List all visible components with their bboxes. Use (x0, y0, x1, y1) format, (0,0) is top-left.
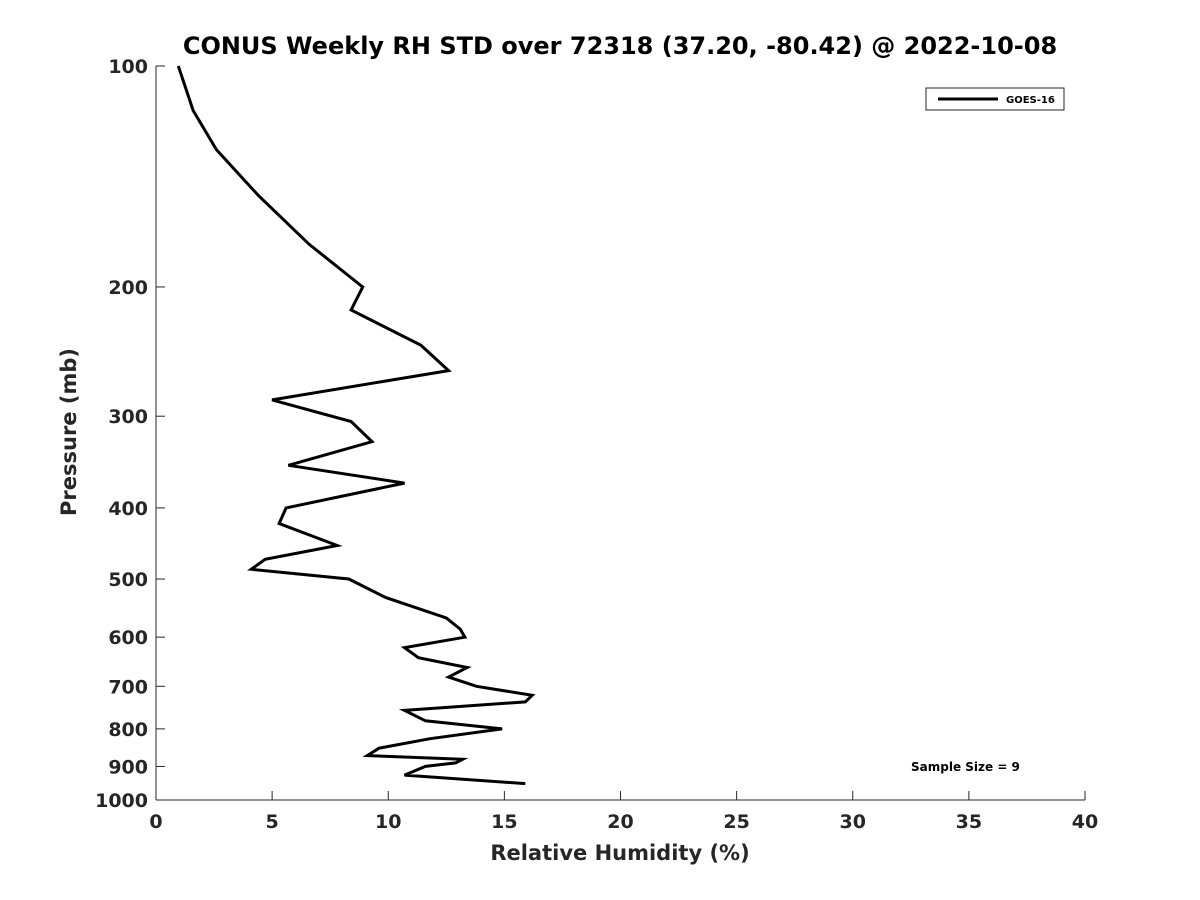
x-tick-label: 30 (840, 811, 866, 833)
x-tick-label: 25 (723, 811, 749, 833)
x-axis-label: Relative Humidity (%) (490, 841, 749, 865)
y-tick-label: 400 (108, 498, 148, 520)
y-tick-label: 900 (108, 756, 148, 778)
legend-label-goes-16: GOES-16 (1006, 95, 1055, 106)
y-tick-label: 600 (108, 627, 148, 649)
x-tick-label: 0 (149, 811, 162, 833)
y-tick-label: 1000 (95, 790, 148, 812)
y-tick-label: 800 (108, 719, 148, 741)
x-tick-label: 10 (375, 811, 401, 833)
y-tick-label: 300 (108, 406, 148, 428)
series-layer (176, 65, 536, 786)
x-tick-label: 15 (491, 811, 517, 833)
sample-size-annotation: Sample Size = 9 (911, 760, 1020, 774)
y-axis-label: Pressure (mb) (57, 348, 81, 516)
x-axis-ticks: 0 5 10 15 20 25 30 35 40 (149, 791, 1098, 833)
chart-title: CONUS Weekly RH STD over 72318 (37.20, -… (183, 32, 1057, 60)
y-tick-label: 500 (108, 569, 148, 591)
x-tick-label: 40 (1072, 811, 1098, 833)
y-axis-ticks: 100 200 300 400 500 600 700 800 900 1000 (95, 56, 165, 812)
y-tick-label: 700 (108, 676, 148, 698)
x-tick-label: 35 (956, 811, 982, 833)
y-tick-label: 100 (108, 56, 148, 78)
series-line-goes-16 (176, 65, 536, 786)
legend: GOES-16 (925, 87, 1065, 111)
y-tick-label: 200 (108, 277, 148, 299)
x-tick-label: 20 (607, 811, 633, 833)
x-tick-label: 5 (266, 811, 279, 833)
axes (155, 66, 1085, 801)
